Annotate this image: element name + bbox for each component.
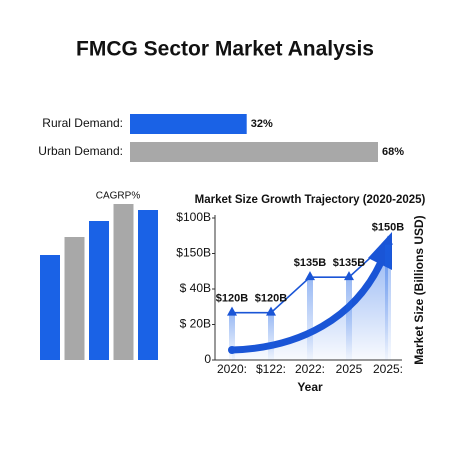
value-label: 68% xyxy=(382,146,404,158)
bar xyxy=(113,204,134,360)
y-tick-label: $100B xyxy=(176,210,211,224)
value-label: $135B xyxy=(294,257,326,269)
bar xyxy=(130,142,378,162)
x-tick-label: 2025: xyxy=(373,362,403,376)
category-label: Urban Demand: xyxy=(38,144,123,158)
glow xyxy=(229,312,235,360)
marker xyxy=(266,306,276,316)
glow xyxy=(385,241,391,360)
bar xyxy=(138,210,158,360)
y-tick-label: $ 20B xyxy=(180,317,211,331)
marker xyxy=(305,271,315,281)
value-label: $135B xyxy=(333,257,365,269)
value-label: 32% xyxy=(251,118,273,130)
x-label: Year xyxy=(297,380,323,394)
bar xyxy=(130,114,247,134)
value-label: $120B xyxy=(255,293,287,305)
y-tick-label: 0 xyxy=(204,352,211,366)
y-label: Market Size (Billions USD) xyxy=(412,215,426,364)
y-tick-label: $ 40B xyxy=(180,281,211,295)
bar-title: CAGRP% xyxy=(96,191,141,202)
marker xyxy=(227,306,237,316)
y-tick-label: $150B xyxy=(176,246,211,260)
bar xyxy=(40,255,60,360)
category-label: Rural Demand: xyxy=(42,116,123,130)
glow xyxy=(346,277,352,360)
value-label: $120B xyxy=(216,293,248,305)
marker xyxy=(344,271,354,281)
line-title: Market Size Growth Trajectory (2020-2025… xyxy=(195,194,426,206)
title: FMCG Sector Market Analysis xyxy=(76,38,374,61)
x-tick-label: 2022: xyxy=(295,362,325,376)
bar xyxy=(89,221,109,360)
decor-arrow xyxy=(231,260,385,354)
value-label: $150B xyxy=(372,222,404,234)
x-tick-label: 2025 xyxy=(336,362,363,376)
bar xyxy=(64,237,85,360)
glow xyxy=(307,277,313,360)
x-tick-label: $122: xyxy=(256,362,286,376)
marker xyxy=(383,235,393,245)
glow xyxy=(268,312,274,360)
x-tick-label: 2020: xyxy=(217,362,247,376)
